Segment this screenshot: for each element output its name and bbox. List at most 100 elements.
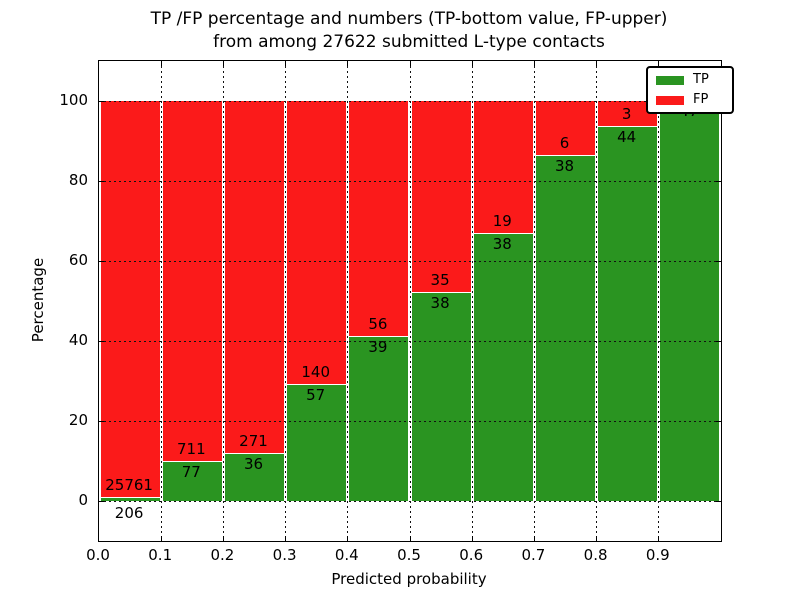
x-tick-mark: [285, 536, 287, 541]
x-tick-mark: [285, 61, 287, 66]
tp-count-label: 38: [492, 235, 512, 254]
legend-label-fp: FP: [693, 92, 709, 107]
y-tick-label: 80: [68, 171, 88, 189]
tp-count-label: 44: [617, 127, 637, 146]
fp-count-label: 25761: [105, 475, 153, 494]
y-tick-mark: [99, 340, 104, 342]
v-gridline: [160, 61, 162, 541]
bar-segment-fp: [534, 101, 597, 156]
chart-title-line2: from among 27622 submitted L-type contac…: [213, 32, 605, 52]
x-tick-mark: [409, 61, 411, 66]
fp-count-label: 19: [492, 212, 512, 231]
x-tick-mark: [409, 536, 411, 541]
tp-count-label: 57: [306, 386, 326, 405]
legend-label-tp: TP: [693, 72, 709, 87]
v-gridline: [596, 61, 598, 541]
x-tick-mark: [471, 536, 473, 541]
x-tick-label: 0.9: [645, 546, 670, 564]
fp-count-label: 711: [176, 439, 206, 458]
x-tick-mark: [658, 536, 660, 541]
x-tick-label: 0.7: [521, 546, 546, 564]
fp-count-label: 6: [559, 133, 570, 152]
x-tick-mark: [347, 61, 349, 66]
h-gridline: [99, 100, 721, 102]
v-gridline: [471, 61, 473, 541]
v-gridline: [533, 61, 535, 541]
fp-count-label: 140: [301, 363, 331, 382]
plot-area: [98, 60, 722, 542]
v-gridline: [222, 61, 224, 541]
y-tick-label: 60: [68, 251, 88, 269]
bar-segment-fp: [161, 101, 223, 462]
fp-count-label: 3: [621, 104, 632, 123]
x-tick-mark: [222, 536, 224, 541]
bar-segment-tp: [597, 126, 659, 501]
fp-swatch-icon: [656, 95, 684, 105]
y-tick-label: 0: [78, 491, 88, 509]
x-tick-mark: [596, 536, 598, 541]
y-tick-label: 40: [68, 331, 88, 349]
v-gridline: [658, 61, 660, 541]
bar-segment-fp: [410, 101, 472, 293]
y-tick-label: 100: [59, 91, 88, 109]
tp-count-label: 36: [243, 455, 264, 474]
bar-segment-fp: [99, 101, 161, 498]
tp-count-label: 206: [114, 504, 144, 522]
legend-entry-tp: TP: [656, 73, 724, 87]
x-tick-mark: [596, 61, 598, 66]
y-tick-mark: [716, 340, 721, 342]
y-tick-mark: [99, 260, 104, 262]
h-gridline: [99, 260, 721, 262]
x-tick-label: 0.0: [86, 546, 110, 564]
h-gridline: [99, 500, 721, 502]
bar-segment-tp: [659, 101, 721, 501]
x-tick-label: 0.6: [459, 546, 484, 564]
x-tick-mark: [658, 61, 660, 66]
x-axis-label: Predicted probability: [331, 570, 487, 588]
fp-count-label: 56: [368, 314, 388, 333]
bar-segment-fp: [472, 101, 534, 235]
x-tick-mark: [347, 536, 349, 541]
tp-count-label: 38: [554, 156, 575, 175]
x-tick-label: 0.8: [583, 546, 608, 564]
x-tick-label: 0.4: [334, 546, 359, 564]
tp-count-label: 77: [181, 462, 201, 481]
x-tick-label: 0.5: [397, 546, 421, 564]
x-tick-label: 0.1: [148, 546, 173, 564]
y-tick-mark: [716, 420, 721, 422]
bar-segment-fp: [348, 101, 410, 337]
x-tick-label: 0.3: [272, 546, 297, 564]
bar-segment-fp: [286, 101, 348, 386]
v-gridline: [347, 61, 349, 541]
x-tick-mark: [222, 61, 224, 66]
bar-segment-tp: [286, 385, 348, 501]
legend-entry-fp: FP: [656, 93, 724, 107]
x-tick-mark: [533, 536, 535, 541]
bar-segment-tp: [223, 454, 286, 501]
x-tick-mark: [160, 61, 162, 66]
bar-segment-tp: [161, 461, 223, 501]
h-gridline: [99, 420, 721, 422]
x-tick-label: 0.2: [210, 546, 235, 564]
tp-swatch-icon: [656, 75, 684, 85]
y-tick-mark: [716, 500, 721, 502]
h-gridline: [99, 180, 721, 182]
v-gridline: [285, 61, 287, 541]
y-tick-mark: [99, 180, 104, 182]
chart-title-line1: TP /FP percentage and numbers (TP-bottom…: [150, 9, 668, 29]
tp-count-label: 39: [368, 337, 388, 356]
v-gridline: [409, 61, 411, 541]
y-tick-mark: [716, 180, 721, 182]
y-tick-mark: [99, 500, 104, 502]
y-tick-mark: [716, 260, 721, 262]
bar-segment-tp: [99, 497, 161, 501]
fp-count-label: 35: [430, 270, 450, 289]
legend: TP FP: [646, 66, 734, 114]
x-tick-mark: [160, 536, 162, 541]
bar-segment-tp: [410, 292, 472, 501]
x-tick-mark: [533, 61, 535, 66]
bar-segment-tp: [348, 336, 410, 501]
y-axis-label: Percentage: [29, 257, 47, 343]
x-tick-mark: [471, 61, 473, 66]
